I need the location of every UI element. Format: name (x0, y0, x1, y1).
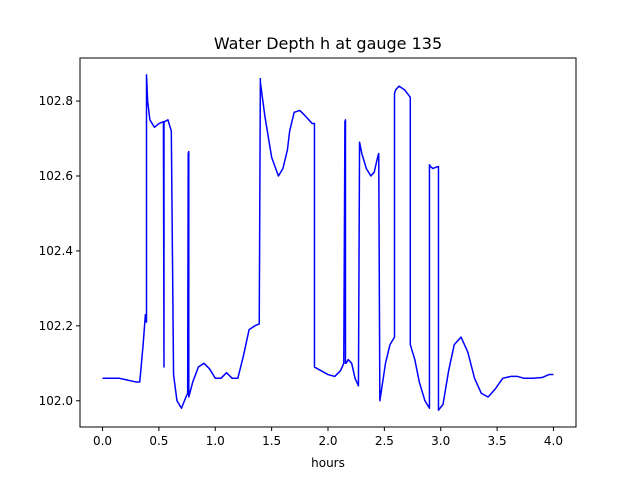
y-tick-label: 102.6 (39, 169, 73, 183)
x-tick-label: 3.5 (488, 434, 507, 448)
plot-data (102, 74, 554, 411)
x-tick-label: 4.0 (544, 434, 563, 448)
x-tick-label: 2.0 (318, 434, 337, 448)
x-tick-label: 1.0 (206, 434, 225, 448)
y-axis-ticks: 102.0 102.2 102.4 102.6 102.8 (39, 94, 80, 408)
x-axis-ticks: 0.0 0.5 1.0 1.5 2.0 2.5 3.0 3.5 4.0 (93, 427, 563, 448)
series-line-0 (102, 74, 554, 411)
plot-frame (79, 57, 577, 428)
y-tick-label: 102.8 (39, 94, 73, 108)
x-tick-label: 3.0 (431, 434, 450, 448)
y-tick-label: 102.2 (39, 319, 73, 333)
x-tick-label: 1.5 (262, 434, 281, 448)
x-tick-label: 2.5 (375, 434, 394, 448)
x-tick-label: 0.0 (93, 434, 112, 448)
y-tick-label: 102.4 (39, 244, 73, 258)
y-tick-label: 102.0 (39, 394, 73, 408)
x-axis-label: hours (311, 456, 345, 470)
x-tick-label: 0.5 (149, 434, 168, 448)
chart-title: Water Depth h at gauge 135 (214, 34, 442, 53)
